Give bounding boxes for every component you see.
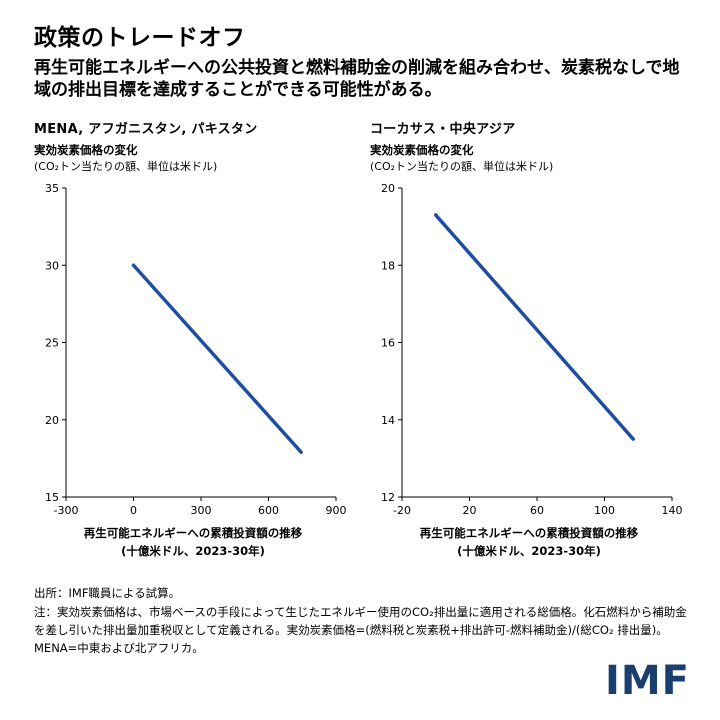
y-tick-label: 35 xyxy=(45,182,59,195)
note-text: 注：実効炭素価格は、市場ベースの手段によって生じたエネルギー使用のCO₂排出量に… xyxy=(34,605,687,655)
x-tick-label: 0 xyxy=(130,504,137,517)
y-tick-label: 14 xyxy=(381,414,395,427)
left-chart-xcaption-line1: 再生可能エネルギーへの累積投資額の推移 xyxy=(83,525,303,540)
right-chart-title: コーカサス・中央アジア xyxy=(370,121,516,137)
left-chart-xcaption-line2: (十億米ドル、2023-30年) xyxy=(121,543,265,558)
chart-panel-left: MENA, アフガニスタン, パキスタン 実効炭素価格の変化 (CO₂トン当たり… xyxy=(34,118,352,561)
source-text: 出所：IMF職員による試算。 xyxy=(34,585,181,600)
left-chart-ylabel: 実効炭素価格の変化 xyxy=(34,142,138,157)
y-tick-label: 20 xyxy=(45,414,59,427)
right-chart-canvas: 12 14 16 18 20 -20 20 60 100 140 xyxy=(381,182,683,517)
x-tick-label: 20 xyxy=(463,504,477,517)
page-title: 政策のトレードオフ xyxy=(34,25,246,51)
footer: 出所：IMF職員による試算。 注：実効炭素価格は、市場ベースの手段によって生じた… xyxy=(34,585,688,658)
x-tick-label: 100 xyxy=(594,504,615,517)
imf-logo: IMF xyxy=(604,658,690,704)
y-tick-label: 30 xyxy=(45,259,59,272)
left-chart-ylabel-units: (CO₂トン当たりの額、単位は米ドル) xyxy=(34,159,218,173)
y-tick-label: 25 xyxy=(45,336,59,349)
data-line xyxy=(131,263,303,454)
right-chart-ylabel-units: (CO₂トン当たりの額、単位は米ドル) xyxy=(370,159,554,173)
x-tick-label: 300 xyxy=(191,504,212,517)
y-tick-label: 15 xyxy=(45,491,59,504)
x-tick-label: 600 xyxy=(258,504,279,517)
x-tick-label: 140 xyxy=(662,504,683,517)
right-chart-ylabel: 実効炭素価格の変化 xyxy=(370,142,474,157)
y-tick-label: 20 xyxy=(381,182,395,195)
left-chart-canvas: 15 20 25 30 35 -300 0 300 600 900 xyxy=(45,182,347,517)
x-tick-label: 900 xyxy=(326,504,347,517)
page-subtitle: 再生可能エネルギーへの公共投資と燃料補助金の削減を組み合わせ、炭素税なしで地域の… xyxy=(34,58,680,101)
y-tick-label: 16 xyxy=(381,336,395,349)
x-tick-label: -20 xyxy=(393,504,411,517)
y-tick-label: 18 xyxy=(381,259,395,272)
x-tick-label: 60 xyxy=(530,504,544,517)
right-chart-xcaption-line2: (十億米ドル、2023-30年) xyxy=(457,543,601,558)
left-chart-xcaption: 再生可能エネルギーへの累積投資額の推移 (十億米ドル、2023-30年) xyxy=(34,525,352,561)
right-chart-xcaption-line1: 再生可能エネルギーへの累積投資額の推移 xyxy=(419,525,639,540)
chart-panel-right: コーカサス・中央アジア 実効炭素価格の変化 (CO₂トン当たりの額、単位は米ドル… xyxy=(370,118,688,561)
y-tick-label: 12 xyxy=(381,491,395,504)
x-tick-label: -300 xyxy=(54,504,79,517)
figure-page: 政策のトレードオフ 再生可能エネルギーへの公共投資と燃料補助金の削減を組み合わせ… xyxy=(34,25,688,658)
right-chart-xcaption: 再生可能エネルギーへの累積投資額の推移 (十億米ドル、2023-30年) xyxy=(370,525,688,561)
left-chart-title: MENA, アフガニスタン, パキスタン xyxy=(34,121,258,137)
data-line xyxy=(434,213,635,441)
charts-row: MENA, アフガニスタン, パキスタン 実効炭素価格の変化 (CO₂トン当たり… xyxy=(34,118,688,561)
